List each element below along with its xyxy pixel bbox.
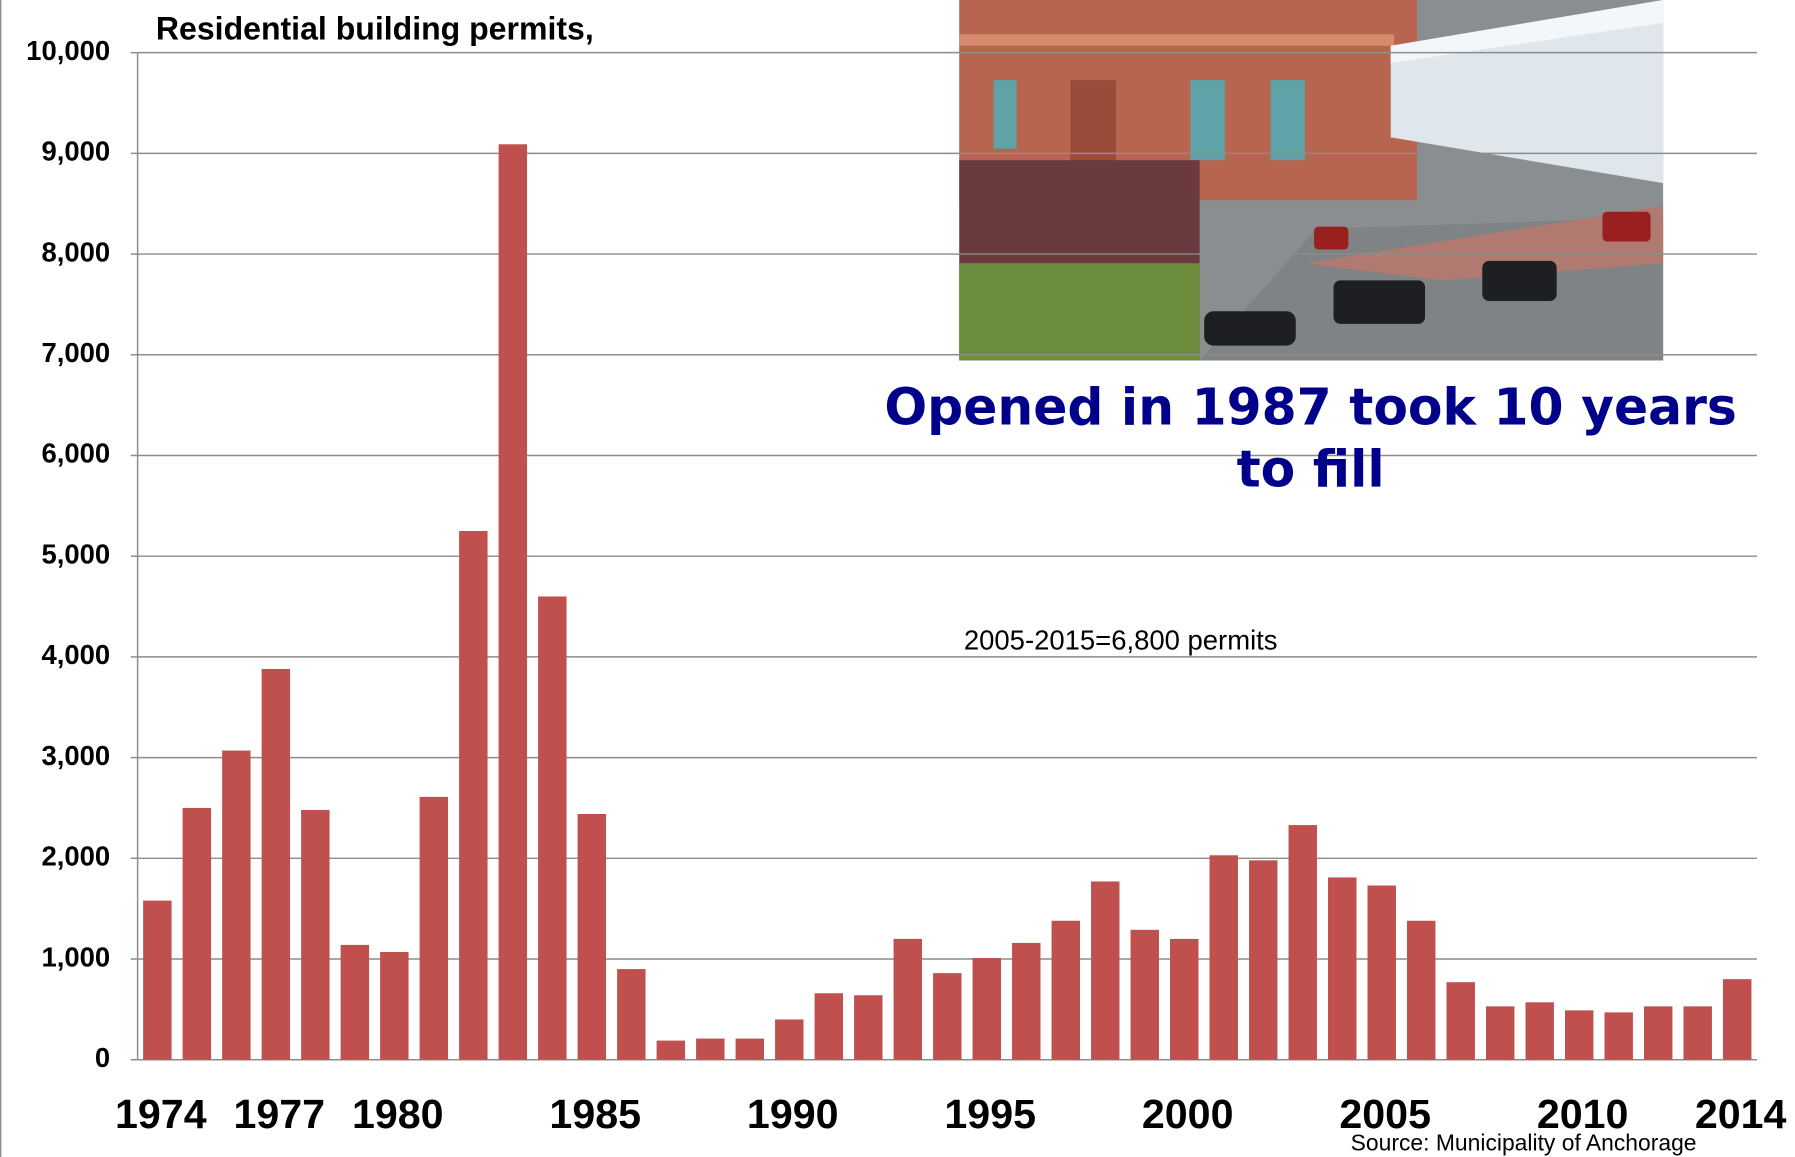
bar bbox=[1328, 877, 1357, 1060]
chart-title: Residential building permits, bbox=[156, 10, 594, 46]
bar bbox=[1170, 938, 1199, 1060]
bar bbox=[1367, 885, 1396, 1060]
bar bbox=[893, 938, 923, 1060]
bar bbox=[1288, 825, 1317, 1060]
bar bbox=[972, 958, 1001, 1060]
annotation-box: Opened in 1987 took 10 years to fill bbox=[884, 378, 1737, 499]
x-tick-label: 2000 bbox=[1142, 1091, 1234, 1137]
bar bbox=[1091, 881, 1120, 1060]
x-tick-label: 1990 bbox=[747, 1091, 839, 1137]
y-tick-label: 9,000 bbox=[41, 136, 110, 167]
bar bbox=[419, 796, 449, 1060]
y-tick-label: 0 bbox=[95, 1042, 110, 1073]
bar bbox=[1486, 1006, 1515, 1060]
bar bbox=[1130, 929, 1159, 1060]
bar bbox=[498, 144, 528, 1060]
bar bbox=[577, 813, 607, 1060]
bar bbox=[459, 531, 488, 1060]
bar bbox=[261, 668, 291, 1060]
x-tick-label: 1980 bbox=[352, 1091, 444, 1137]
bar bbox=[1446, 982, 1475, 1060]
bar bbox=[617, 969, 646, 1060]
bar bbox=[1565, 1010, 1594, 1060]
y-tick-label: 1,000 bbox=[41, 941, 110, 972]
bar bbox=[696, 1038, 725, 1060]
bar bbox=[854, 995, 883, 1060]
y-tick-label: 2,000 bbox=[41, 841, 110, 872]
x-tick-label: 2014 bbox=[1695, 1091, 1787, 1137]
y-tick-label: 5,000 bbox=[41, 538, 110, 569]
bar bbox=[1209, 855, 1238, 1060]
bar bbox=[380, 951, 409, 1060]
bar bbox=[1525, 1002, 1554, 1060]
y-tick-label: 8,000 bbox=[41, 236, 110, 267]
bar bbox=[933, 973, 962, 1060]
bar bbox=[143, 900, 172, 1060]
bar bbox=[1643, 1006, 1673, 1060]
y-tick-label: 10,000 bbox=[26, 35, 110, 66]
x-tick-label: 1995 bbox=[944, 1091, 1036, 1137]
bar bbox=[1407, 920, 1436, 1060]
y-tick-label: 6,000 bbox=[41, 438, 110, 469]
x-tick-label: 1985 bbox=[549, 1091, 641, 1137]
bar bbox=[538, 596, 567, 1060]
x-tick-label: 1974 bbox=[115, 1091, 207, 1137]
bar bbox=[1249, 860, 1278, 1060]
bar bbox=[301, 809, 330, 1060]
x-tick-label: 2005 bbox=[1339, 1091, 1431, 1137]
bar bbox=[182, 807, 212, 1060]
bar bbox=[222, 750, 251, 1060]
note: 2005-2015=6,800 permits bbox=[964, 624, 1278, 655]
bar bbox=[1604, 1012, 1633, 1060]
bar bbox=[1012, 942, 1041, 1060]
x-tick-label: 1977 bbox=[233, 1091, 325, 1137]
y-tick-label: 4,000 bbox=[41, 639, 110, 670]
bar bbox=[1722, 979, 1752, 1060]
bar bbox=[1051, 920, 1080, 1060]
bar bbox=[775, 1019, 804, 1060]
annotation: Opened in 1987 took 10 years to fill bbox=[884, 378, 1737, 499]
y-tick-label: 7,000 bbox=[41, 337, 110, 368]
bar bbox=[656, 1040, 686, 1060]
bar bbox=[735, 1038, 765, 1060]
bar bbox=[1683, 1006, 1712, 1060]
source: Source: Municipality of Anchorage bbox=[1351, 1129, 1697, 1155]
x-tick-label: 2010 bbox=[1537, 1091, 1629, 1137]
photo bbox=[959, 0, 1664, 361]
y-tick-label: 3,000 bbox=[41, 740, 110, 771]
bar bbox=[340, 944, 370, 1060]
bar bbox=[814, 993, 844, 1060]
